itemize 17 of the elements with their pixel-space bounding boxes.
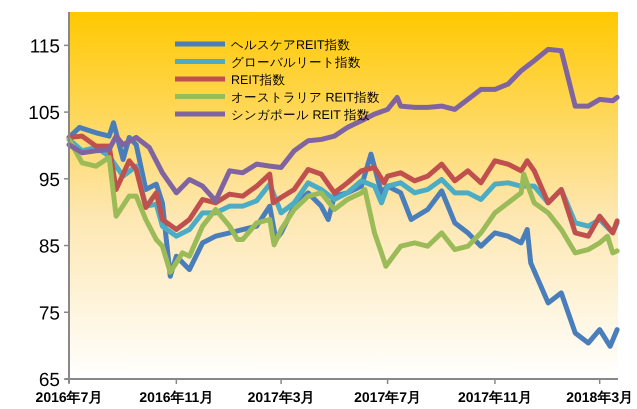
legend-label: グローバルリート指数 [231, 56, 361, 70]
x-tick-label: 2017年3月 [248, 389, 315, 405]
legend-label: シンガポール REIT 指数 [231, 108, 370, 122]
y-tick-label: 95 [38, 170, 60, 191]
y-tick-label: 85 [38, 236, 60, 258]
x-tick-label: 2017年7月 [354, 389, 422, 405]
y-tick-label: 65 [38, 370, 60, 391]
y-tick-label: 105 [28, 103, 60, 124]
y-tick-label: 115 [30, 36, 60, 58]
x-tick-label: 2016年7月 [36, 389, 102, 405]
x-tick-label: 2016年11月 [139, 389, 214, 405]
legend-label: オーストラリア REIT指数 [231, 90, 380, 104]
x-tick-label: 2018年3月 [566, 389, 634, 405]
legend-label: ヘルスケアREIT指数 [231, 38, 350, 52]
legend-label: REIT指数 [231, 73, 286, 87]
x-tick-label: 2017年11月 [458, 389, 532, 405]
y-tick-label: 75 [38, 303, 60, 324]
